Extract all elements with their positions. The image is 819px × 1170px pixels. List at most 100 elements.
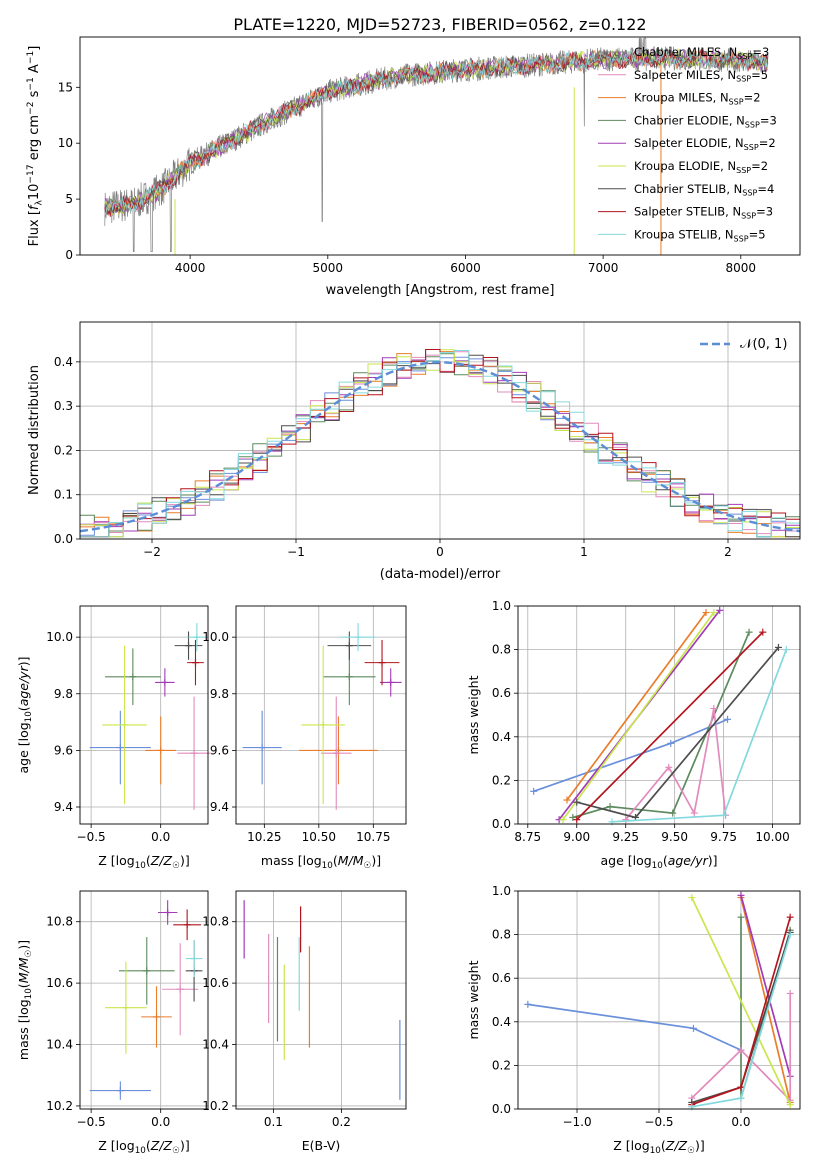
x-axis-label: Z [log10(Z/Z☉)] xyxy=(98,853,189,871)
legend-entry: Chabrier ELODIE, NSSP=3 xyxy=(634,113,777,129)
x-tick-label: 6000 xyxy=(450,261,481,275)
axes-weight_vs_age: 8.75 9.00 9.25 9.50 9.75 10.00 0.0 0.2 0.4 0.6 0.8… xyxy=(466,599,801,871)
y-tick-label: 0.3 xyxy=(54,399,73,413)
y-tick-label: 9.6 xyxy=(210,743,229,757)
y-tick-label: 0.4 xyxy=(492,730,511,744)
y-tick-label: 0.0 xyxy=(492,1102,511,1116)
axes-frame xyxy=(517,605,801,825)
y-axis-label: Normed distribution xyxy=(27,365,42,495)
weight-series-line xyxy=(576,631,764,821)
x-tick-label: 1 xyxy=(580,545,588,559)
y-tick-label: 10 xyxy=(58,136,73,150)
y-tick-label: 9.8 xyxy=(210,687,229,701)
x-tick-label: −0.5 xyxy=(77,830,106,844)
axes-frame xyxy=(517,890,801,1110)
normal-curve-line xyxy=(79,361,801,533)
x-tick-label: 9.50 xyxy=(661,830,688,844)
weight-series-line xyxy=(566,611,707,801)
weight-series-line xyxy=(562,611,715,821)
y-tick-label: 0.8 xyxy=(492,643,511,657)
axes-frame xyxy=(235,605,407,825)
y-tick-label: 10.6 xyxy=(202,976,229,990)
x-tick-label: 0.0 xyxy=(731,1115,750,1129)
histogram-step-line xyxy=(80,350,800,538)
y-tick-label: 15 xyxy=(58,80,73,94)
y-tick-label: 0.8 xyxy=(492,928,511,942)
y-tick-label: 0.0 xyxy=(492,817,511,831)
y-axis-label: Flux [fλ10−17 erg cm−2 s−1 A−1] xyxy=(26,46,44,247)
plot-area-residuals xyxy=(79,349,801,538)
x-tick-label: −1 xyxy=(287,545,305,559)
plot-area-age_vs_Z xyxy=(89,622,211,810)
legend-entry: Salpeter ELODIE, NSSP=2 xyxy=(634,136,776,152)
x-tick-label: 0.0 xyxy=(151,1115,170,1129)
plot-area-mass_vs_ebv xyxy=(243,900,401,1100)
x-axis-label: wavelength [Angstrom, rest frame] xyxy=(326,283,555,298)
plot-area-spectrum xyxy=(104,37,769,255)
weight-series-line xyxy=(625,708,727,821)
x-tick-label: 4000 xyxy=(175,261,206,275)
x-tick-label: 10.50 xyxy=(302,830,336,844)
x-tick-label: 0.1 xyxy=(264,1115,283,1129)
weight-series-line xyxy=(691,993,792,1103)
y-tick-label: 9.8 xyxy=(54,687,73,701)
y-tick-label: 9.4 xyxy=(210,800,229,814)
y-tick-label: 0.2 xyxy=(492,1058,511,1072)
y-tick-label: 1.0 xyxy=(492,599,511,613)
legend-entry: Kroupa MILES, NSSP=2 xyxy=(634,91,761,107)
x-tick-label: 0 xyxy=(436,545,444,559)
x-tick-label: 10.00 xyxy=(755,830,789,844)
y-tick-label: 10.6 xyxy=(46,976,73,990)
x-tick-label: 10.75 xyxy=(356,830,390,844)
y-tick-label: 0 xyxy=(65,248,73,262)
x-tick-label: 7000 xyxy=(588,261,619,275)
x-axis-label: age [log10(age/yr)] xyxy=(600,853,717,871)
y-axis-label: age [log10(age/yr)] xyxy=(16,656,34,773)
x-tick-label: −0.5 xyxy=(644,1115,673,1129)
y-tick-label: 0.4 xyxy=(54,355,73,369)
axes-residuals: −2 −1 0 1 2 0.0 0.1 0.2 0.3 0.4 𝒩(0, 1) (data-model… xyxy=(27,321,801,582)
y-tick-label: 0.1 xyxy=(54,488,73,502)
x-tick-label: 9.25 xyxy=(612,830,639,844)
y-tick-label: 10.2 xyxy=(202,1099,229,1113)
x-axis-label: (data-model)/error xyxy=(380,567,501,582)
y-tick-label: 9.6 xyxy=(54,743,73,757)
legend-entry: 𝒩(0, 1) xyxy=(740,337,787,352)
axes-weight_vs_Z: −1.0 −0.5 0.0 0.0 0.2 0.4 0.6 0.8 1.0 Z [log10(Z/… xyxy=(466,884,801,1156)
weight-series-line xyxy=(611,649,788,823)
x-tick-label: 2 xyxy=(724,545,732,559)
y-tick-label: 10.8 xyxy=(46,915,73,929)
axes-age_vs_mass: 10.25 10.50 10.75 9.4 9.6 9.8 10.0 mass [log10(… xyxy=(202,605,407,871)
weight-series-line xyxy=(740,895,792,1077)
figure-title: PLATE=1220, MJD=52723, FIBERID=0562, z=0… xyxy=(233,15,646,34)
x-axis-label: mass [log10(M/M☉)] xyxy=(261,853,381,871)
weight-series-line xyxy=(691,897,791,1105)
model-spectrum-line xyxy=(104,48,769,215)
x-axis-label: Z [log10(Z/Z☉)] xyxy=(613,1138,704,1156)
x-axis-label: Z [log10(Z/Z☉)] xyxy=(98,1138,189,1156)
weight-series-line xyxy=(576,646,780,819)
x-tick-label: 9.75 xyxy=(710,830,737,844)
y-tick-label: 1.0 xyxy=(492,884,511,898)
y-tick-label: 0.2 xyxy=(492,773,511,787)
y-tick-label: 0.2 xyxy=(54,443,73,457)
x-axis-label: E(B-V) xyxy=(302,1138,341,1153)
y-tick-label: 5 xyxy=(65,192,73,206)
plot-area-weight_vs_age xyxy=(530,606,790,826)
axes-spectrum: 4000 5000 6000 7000 8000 0 5 10 15 Chabrier MILES… xyxy=(26,36,801,298)
plot-area-mass_vs_Z xyxy=(89,900,203,1100)
y-tick-label: 10.4 xyxy=(46,1038,73,1052)
x-tick-label: −1.0 xyxy=(562,1115,591,1129)
y-tick-label: 0.4 xyxy=(492,1015,511,1029)
y-tick-label: 10.4 xyxy=(202,1038,229,1052)
histogram-step-line xyxy=(80,349,800,538)
y-axis-label: mass weight xyxy=(466,675,481,754)
axes-frame xyxy=(79,36,801,256)
x-tick-label: 9.00 xyxy=(563,830,590,844)
y-tick-label: 0.0 xyxy=(54,532,73,546)
axes-age_vs_Z: −0.5 0.0 9.4 9.6 9.8 10.0 Z [log10(Z/Z☉)] age [… xyxy=(16,605,211,871)
x-tick-label: 8000 xyxy=(726,261,757,275)
y-tick-label: 10.8 xyxy=(202,915,229,929)
y-tick-label: 10.0 xyxy=(202,630,229,644)
